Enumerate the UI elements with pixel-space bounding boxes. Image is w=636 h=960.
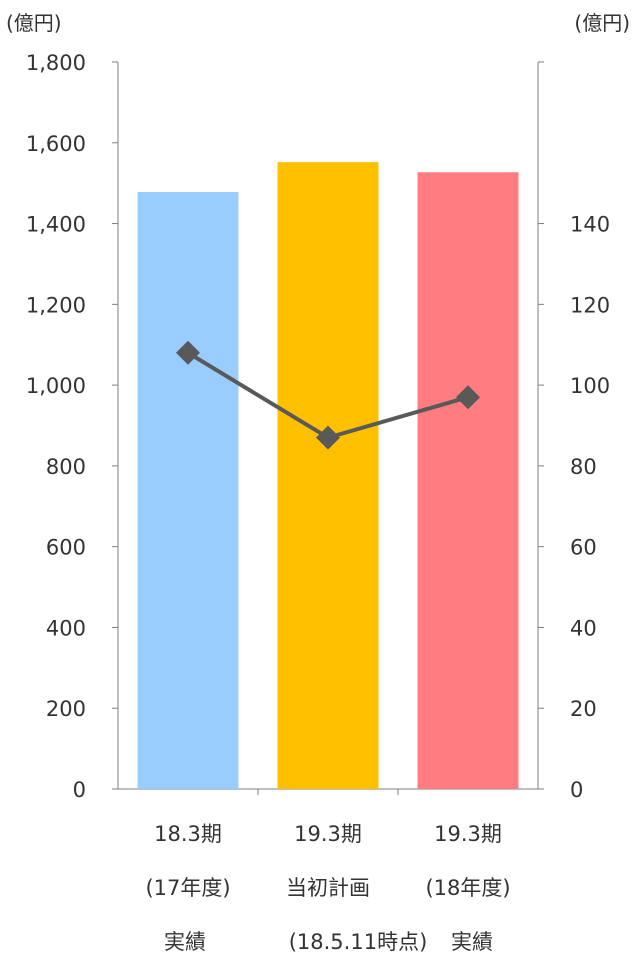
left-axis-unit-label: (億円)	[6, 11, 62, 35]
category-label: 18.3期	[154, 822, 222, 846]
left-axis-ticks: 0 200 400 600 800 1,000 1,200 1,400 1,600 1,800	[26, 51, 118, 802]
left-tick-label: 1,600	[26, 132, 86, 156]
right-tick-label: 40	[570, 616, 597, 640]
left-tick-label: 1,800	[26, 51, 86, 75]
left-tick-label: 1,000	[26, 374, 86, 398]
right-axis-ticks: 0 20 40 60 80 100 120 140	[538, 61, 610, 802]
left-tick-label: 0	[73, 778, 86, 802]
right-tick-label: 140	[570, 213, 610, 237]
right-axis-unit-label: (億円)	[574, 11, 630, 35]
right-tick-label: 20	[570, 697, 597, 721]
category-label: 19.3期	[434, 822, 502, 846]
right-tick-label: 60	[570, 536, 597, 560]
category-label: 実績	[164, 930, 206, 954]
line-marker	[176, 340, 200, 365]
left-tick-label: 800	[46, 455, 86, 479]
right-tick-label: 120	[570, 293, 610, 317]
category-label: 実績	[451, 930, 493, 954]
bars	[137, 162, 519, 790]
bar	[417, 172, 519, 790]
bar	[277, 162, 379, 790]
left-tick-label: 600	[46, 536, 86, 560]
category-label: 当初計画	[286, 876, 370, 900]
left-tick-label: 1,200	[26, 293, 86, 317]
left-tick-label: 200	[46, 697, 86, 721]
category-label: (18.5.11時点)	[289, 930, 428, 954]
left-tick-label: 1,400	[26, 213, 86, 237]
line-marker	[316, 425, 340, 450]
right-tick-label: 0	[570, 778, 583, 802]
bar	[137, 192, 239, 789]
line-series	[176, 340, 480, 450]
left-tick-label: 400	[46, 616, 86, 640]
line-marker	[456, 385, 480, 410]
category-label: (18年度)	[425, 876, 510, 900]
right-tick-label: 80	[570, 455, 597, 479]
category-label: 19.3期	[294, 822, 362, 846]
category-label: (17年度)	[145, 876, 230, 900]
right-tick-label: 100	[570, 374, 610, 398]
